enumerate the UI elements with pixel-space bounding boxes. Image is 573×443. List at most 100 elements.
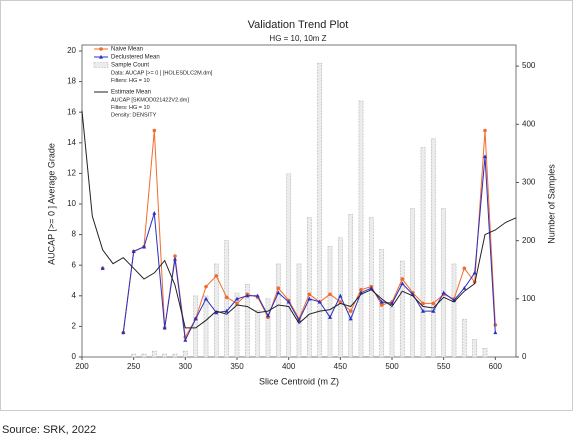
- point-marker: [338, 300, 343, 304]
- x-axis-label: Slice Centroid (m Z): [259, 376, 339, 386]
- point-marker: [255, 293, 260, 298]
- y2-tick-label: 500: [522, 61, 536, 70]
- x-tick-label: 400: [282, 362, 296, 371]
- y-tick-label: 20: [67, 46, 76, 55]
- sample-bar: [317, 62, 323, 358]
- point-marker: [142, 244, 146, 249]
- chart-subtitle: HG = 10, 10m Z: [269, 34, 326, 43]
- point-marker: [441, 290, 446, 295]
- point-marker: [162, 325, 167, 330]
- point-marker: [100, 266, 105, 270]
- point-marker: [173, 256, 177, 261]
- point-marker: [266, 313, 270, 318]
- y-tick-label: 8: [72, 230, 77, 239]
- x-tick-label: 550: [437, 362, 451, 371]
- point-marker: [121, 330, 126, 335]
- sample-bar: [451, 263, 457, 358]
- point-marker: [431, 301, 436, 306]
- x-tick-label: 500: [385, 362, 399, 371]
- legend-note: AUCAP [SKMOD021422V2.dm]: [111, 97, 189, 103]
- point-marker: [235, 296, 239, 301]
- point-marker: [276, 290, 281, 295]
- sample-bar: [234, 292, 240, 358]
- sample-bar: [162, 353, 168, 358]
- legend-note: Filters: HG = 10: [111, 78, 150, 84]
- point-marker: [400, 277, 405, 281]
- sample-bar: [265, 298, 271, 358]
- point-marker: [214, 310, 219, 315]
- x-tick-label: 250: [127, 362, 141, 371]
- point-marker: [204, 284, 208, 289]
- point-marker: [483, 154, 487, 159]
- point-marker: [193, 316, 198, 321]
- point-marker: [152, 210, 157, 215]
- sample-bar: [461, 318, 467, 358]
- legend-marker: [99, 47, 103, 51]
- y-tick-label: 18: [67, 77, 76, 86]
- point-marker: [369, 285, 374, 290]
- y-tick-label: 0: [72, 352, 77, 361]
- legend-note: Filters: HG = 10: [111, 105, 150, 111]
- point-marker: [224, 308, 229, 313]
- y2-tick-label: 300: [522, 178, 536, 187]
- point-marker: [421, 308, 425, 313]
- y2-tick-label: 0: [522, 352, 527, 361]
- legend-label: Estimate Mean: [111, 90, 151, 96]
- sample-bar: [306, 217, 312, 358]
- point-marker: [348, 316, 353, 321]
- x-tick-label: 200: [75, 362, 89, 371]
- point-marker: [359, 287, 363, 292]
- x-tick-label: 450: [334, 362, 348, 371]
- point-marker: [338, 293, 343, 298]
- point-marker: [328, 292, 332, 297]
- sample-bar: [389, 307, 395, 358]
- y-axis-label: AUCAP [>= 0 ] Average Grade: [46, 143, 56, 265]
- y-tick-label: 10: [67, 199, 76, 208]
- y-tick-label: 2: [72, 322, 77, 331]
- sample-bar: [420, 147, 426, 358]
- point-marker: [276, 286, 281, 290]
- x-tick-label: 300: [179, 362, 193, 371]
- point-marker: [286, 299, 291, 304]
- point-marker: [317, 299, 322, 304]
- sample-bar: [441, 208, 447, 358]
- point-marker: [224, 295, 229, 300]
- point-marker: [131, 249, 136, 254]
- point-marker: [183, 337, 188, 342]
- legend-note: Data: AUCAP [>= 0 ] [HOLESDLC2M.dm]: [111, 70, 213, 76]
- legend-label: Naive Mean: [111, 47, 143, 53]
- sample-bar: [182, 350, 188, 358]
- sample-bar: [410, 208, 416, 358]
- sample-bar: [151, 350, 157, 358]
- point-marker: [328, 315, 332, 319]
- legend-label: Sample Count: [111, 63, 149, 69]
- point-marker: [462, 266, 467, 271]
- source-note: Source: SRK, 2022: [2, 424, 96, 436]
- legend: Naive Mean Declustered Mean Sample CountDa…: [93, 47, 213, 118]
- point-marker: [483, 128, 487, 133]
- sample-bar: [141, 353, 147, 358]
- legend-marker: [99, 54, 103, 59]
- sample-bar: [286, 173, 292, 358]
- y2-tick-label: 100: [522, 294, 536, 303]
- point-marker: [152, 128, 157, 133]
- x-tick-label: 350: [230, 362, 244, 371]
- point-marker: [462, 285, 467, 290]
- point-marker: [379, 303, 384, 307]
- y-tick-label: 14: [67, 138, 76, 147]
- point-marker: [204, 296, 208, 301]
- sample-bar: [203, 295, 209, 358]
- legend-note: Density: DENSITY: [111, 112, 157, 118]
- point-marker: [379, 299, 384, 304]
- sample-bar: [131, 353, 137, 358]
- chart-title: Validation Trend Plot: [248, 19, 349, 31]
- sample-bar: [172, 353, 178, 358]
- y-tick-label: 4: [72, 291, 77, 300]
- point-marker: [348, 309, 353, 313]
- sample-bar: [275, 263, 281, 358]
- legend-swatch: [93, 62, 109, 68]
- point-marker: [307, 296, 312, 301]
- point-marker: [472, 270, 477, 275]
- series-line: [81, 110, 517, 329]
